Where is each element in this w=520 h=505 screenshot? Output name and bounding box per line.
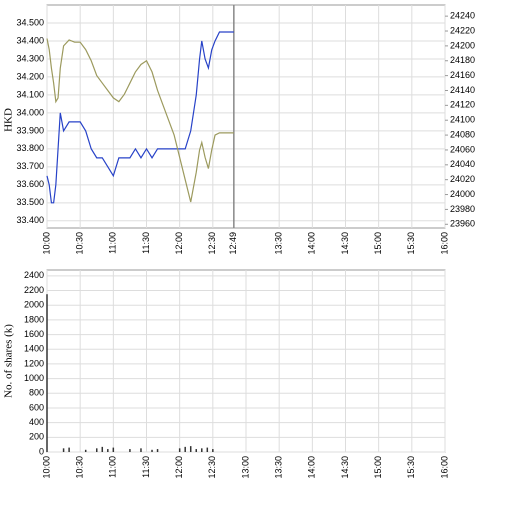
y-tick-label: 34.200 [16, 71, 44, 81]
y-tick-label: 33.800 [16, 143, 44, 153]
bar [84, 449, 87, 452]
bar [101, 446, 104, 452]
x-tick-label: 10:00 [41, 456, 51, 479]
x-tick-label: 10:00 [41, 232, 51, 255]
y-tick-label: 34.500 [16, 17, 44, 27]
bar [212, 449, 214, 452]
x-tick-label: 13:00 [240, 456, 250, 479]
x-tick-label: 12:30 [207, 232, 217, 255]
y2-tick-label: 24020 [450, 174, 475, 184]
y2-tick-label: 24200 [450, 40, 475, 50]
y-tick-label: 33.900 [16, 125, 44, 135]
plot-area [46, 4, 446, 229]
y-tick-label: 33.600 [16, 179, 44, 189]
line-series [46, 38, 234, 203]
y-tick-label: 1800 [24, 314, 44, 324]
y2-tick-label: 23980 [450, 204, 475, 214]
y-axis-label: HKD [3, 108, 15, 132]
x-tick-label: 16:00 [439, 232, 449, 255]
y-tick-label: 800 [29, 388, 44, 398]
x-tick-label: 16:00 [439, 456, 449, 479]
x-tick-label: 14:00 [307, 456, 317, 479]
x-tick-label: 13:30 [274, 232, 284, 255]
line-series [46, 31, 234, 204]
y-axis-label: No. of shares (k) [3, 324, 15, 398]
y2-tick-label: 24080 [450, 129, 475, 139]
bar [140, 448, 142, 452]
y-tick-label: 1600 [24, 329, 44, 339]
x-tick-label: 15:30 [406, 456, 416, 479]
bar [151, 449, 153, 452]
bar [178, 448, 181, 452]
y2-tick-label: 24220 [450, 25, 475, 35]
y-tick-label: 1400 [24, 344, 44, 354]
bar [189, 446, 192, 452]
bar [156, 449, 159, 452]
y2-tick-label: 24120 [450, 100, 475, 110]
bar [184, 446, 186, 452]
y2-tick-label: 24160 [450, 70, 475, 80]
y-tick-label: 600 [29, 402, 44, 412]
x-tick-label: 11:00 [108, 232, 118, 254]
x-tick-label: 12:00 [174, 232, 184, 255]
x-tick-label: 12:49 [228, 232, 238, 255]
y-tick-label: 0 [39, 446, 44, 456]
x-tick-label: 11:00 [108, 456, 118, 478]
x-tick-label: 10:30 [75, 456, 85, 479]
x-tick-label: 11:30 [141, 456, 151, 478]
y-tick-label: 2000 [24, 300, 44, 310]
y-tick-label: 34.100 [16, 89, 44, 99]
x-tick-label: 14:30 [340, 232, 350, 255]
x-tick-label: 15:00 [373, 232, 383, 255]
y-tick-label: 2200 [24, 285, 44, 295]
bar [46, 294, 48, 452]
bar [62, 448, 65, 452]
y2-tick-label: 24040 [450, 159, 475, 169]
x-tick-label: 14:00 [307, 232, 317, 255]
y-tick-label: 33.700 [16, 161, 44, 171]
y-tick-label: 1200 [24, 358, 44, 368]
x-tick-label: 15:00 [373, 456, 383, 479]
y-tick-label: 200 [29, 432, 44, 442]
x-tick-label: 12:00 [174, 456, 184, 479]
y2-tick-label: 23960 [450, 219, 475, 229]
bar [112, 447, 115, 452]
bar [68, 447, 70, 452]
y-tick-label: 34.000 [16, 107, 44, 117]
bar [96, 448, 98, 452]
x-tick-label: 11:30 [141, 232, 151, 254]
bar [206, 447, 209, 452]
y2-tick-label: 24240 [450, 11, 475, 21]
y2-tick-label: 24060 [450, 144, 475, 154]
y-tick-label: 34.400 [16, 35, 44, 45]
y-tick-label: 400 [29, 417, 44, 427]
y-tick-label: 1000 [24, 373, 44, 383]
y-tick-label: 33.400 [16, 215, 44, 225]
bar [129, 449, 131, 452]
bar [195, 449, 197, 452]
y-tick-label: 2400 [24, 270, 44, 280]
x-tick-label: 13:30 [274, 456, 284, 479]
y2-tick-label: 24100 [450, 115, 475, 125]
y2-tick-label: 24180 [450, 55, 475, 65]
bar [201, 448, 203, 452]
x-tick-label: 10:30 [75, 232, 85, 255]
bar [107, 449, 109, 452]
x-tick-label: 12:30 [207, 456, 217, 479]
y2-tick-label: 24000 [450, 189, 475, 199]
y2-tick-label: 24140 [450, 85, 475, 95]
x-tick-label: 15:30 [406, 232, 416, 255]
x-tick-label: 14:30 [340, 456, 350, 479]
y-tick-label: 33.500 [16, 197, 44, 207]
y-tick-label: 34.300 [16, 53, 44, 63]
